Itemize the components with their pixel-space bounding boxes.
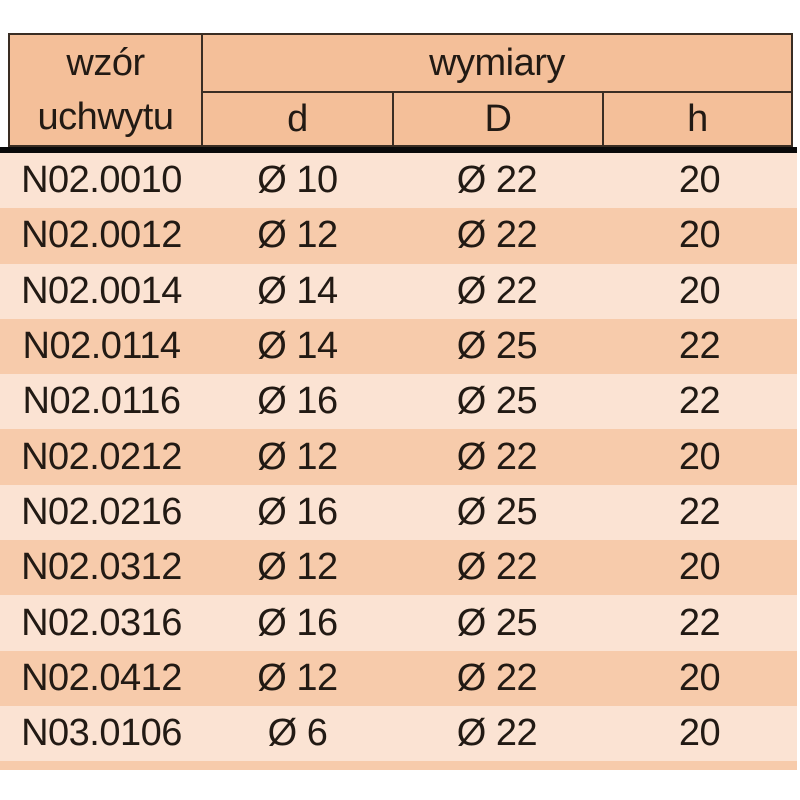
table-row: N02.0216 Ø 16 Ø 25 22 (0, 484, 797, 541)
spec-table-body: N02.0010 Ø 10 Ø 22 20 N02.0012 Ø 12 Ø 22… (0, 153, 797, 762)
table-row: N02.0010 Ø 10 Ø 22 20 (0, 153, 797, 209)
row-D-cell: Ø 25 (456, 490, 538, 533)
row-h-cell: 20 (678, 435, 721, 478)
row-d-cell: Ø 16 (257, 490, 338, 533)
row-d-cell: Ø 12 (257, 435, 338, 478)
header-pattern-line1: wzór (66, 41, 145, 84)
row-h-cell: 22 (678, 325, 721, 368)
row-d-cell: Ø 10 (257, 159, 338, 202)
row-code-cell: N02.0012 (21, 214, 182, 257)
row-d-cell: Ø 16 (257, 380, 338, 423)
row-D-cell: Ø 25 (456, 380, 538, 423)
row-code-cell: N02.0114 (22, 325, 181, 368)
row-code-cell: N02.0312 (21, 546, 182, 589)
row-code-cell: N02.0412 (21, 656, 182, 699)
row-code-cell: N02.0116 (22, 380, 181, 423)
row-code-cell: N02.0014 (21, 269, 182, 312)
table-bottom-sliver (0, 761, 797, 770)
table-row: N02.0014 Ø 14 Ø 22 20 (0, 263, 797, 319)
row-h-cell: 20 (678, 159, 721, 202)
row-d-cell: Ø 12 (257, 214, 338, 257)
row-h-cell: 22 (678, 380, 721, 423)
row-code-cell: N02.0216 (21, 490, 182, 533)
row-h-cell: 22 (678, 601, 721, 644)
row-h-cell: 20 (678, 214, 721, 257)
row-code-cell: N02.0316 (21, 601, 182, 644)
header-pattern-column: wzór uchwytu (10, 35, 203, 145)
row-D-cell: Ø 22 (456, 712, 538, 755)
row-D-cell: Ø 22 (456, 214, 538, 257)
spec-table-header: wzór uchwytu wymiary d D h (8, 33, 793, 147)
header-col-D: D (392, 93, 602, 145)
row-D-cell: Ø 22 (456, 435, 538, 478)
row-d-cell: Ø 12 (257, 656, 338, 699)
table-row: N02.0312 Ø 12 Ø 22 20 (0, 540, 797, 596)
row-h-cell: 22 (678, 490, 721, 533)
header-col-d: d (287, 97, 308, 140)
row-d-cell: Ø 14 (257, 269, 338, 312)
row-code-cell: N02.0212 (21, 435, 182, 478)
table-row: N02.0412 Ø 12 Ø 22 20 (0, 650, 797, 706)
table-row: N02.0316 Ø 16 Ø 25 22 (0, 595, 797, 651)
header-dimensions-group: wymiary (203, 35, 791, 93)
row-D-cell: Ø 22 (456, 546, 538, 589)
row-d-cell: Ø 6 (267, 712, 328, 755)
table-row: N02.0116 Ø 16 Ø 25 22 (0, 374, 797, 430)
row-d-cell: Ø 16 (257, 601, 338, 644)
row-h-cell: 20 (678, 269, 721, 312)
row-d-cell: Ø 14 (257, 325, 338, 368)
row-code-cell: N03.0106 (21, 712, 182, 755)
row-h-cell: 20 (678, 712, 721, 755)
row-h-cell: 20 (678, 656, 721, 699)
row-D-cell: Ø 22 (456, 159, 538, 202)
table-row: N03.0106 Ø 6 Ø 22 20 (0, 705, 797, 762)
row-D-cell: Ø 22 (456, 656, 538, 699)
row-D-cell: Ø 22 (456, 269, 538, 312)
row-d-cell: Ø 12 (257, 546, 338, 589)
table-row: N02.0114 Ø 14 Ø 25 22 (0, 318, 797, 375)
header-divider-rule (0, 147, 797, 153)
row-code-cell: N02.0010 (21, 159, 182, 202)
row-D-cell: Ø 25 (456, 325, 538, 368)
table-row: N02.0212 Ø 12 Ø 22 20 (0, 429, 797, 485)
row-h-cell: 20 (678, 546, 721, 589)
header-pattern-line2: uchwytu (37, 95, 174, 138)
header-col-h: h (602, 93, 791, 145)
row-D-cell: Ø 25 (456, 601, 538, 644)
table-row: N02.0012 Ø 12 Ø 22 20 (0, 208, 797, 264)
